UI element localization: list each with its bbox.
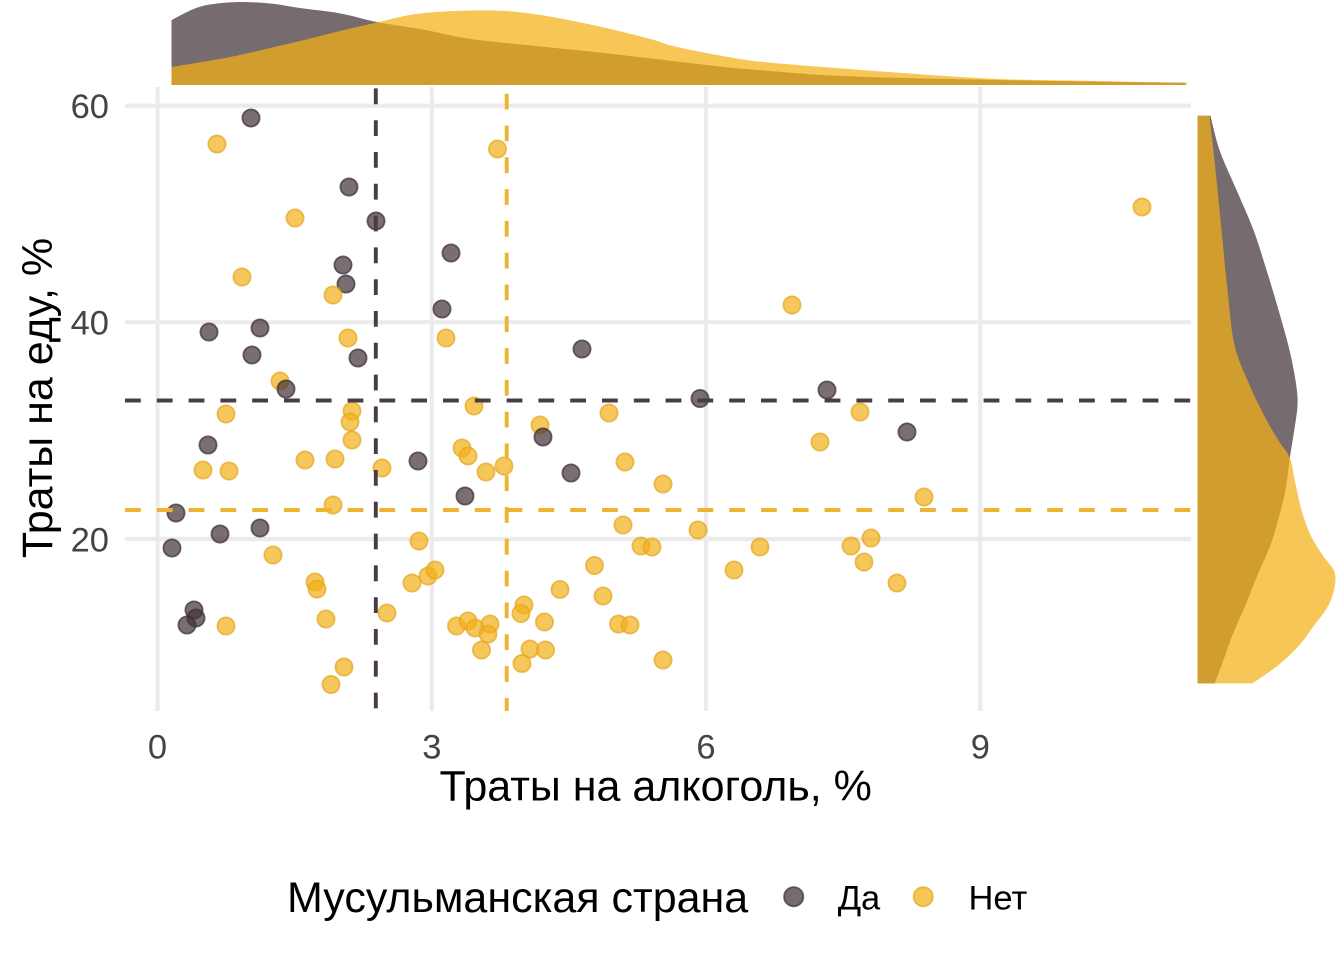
svg-text:Мусульманская страна: Мусульманская страна xyxy=(287,874,748,922)
svg-text:9: 9 xyxy=(971,728,990,766)
svg-text:60: 60 xyxy=(71,88,109,126)
svg-text:Траты на алкоголь, %: Траты на алкоголь, % xyxy=(439,762,871,810)
svg-text:40: 40 xyxy=(71,305,109,343)
svg-text:6: 6 xyxy=(696,728,715,766)
svg-text:3: 3 xyxy=(422,728,441,766)
svg-text:Траты на еду, %: Траты на еду, % xyxy=(14,238,62,558)
svg-text:20: 20 xyxy=(71,521,109,559)
svg-text:Нет: Нет xyxy=(969,880,1028,918)
svg-text:Да: Да xyxy=(838,880,881,918)
svg-text:0: 0 xyxy=(148,728,167,766)
